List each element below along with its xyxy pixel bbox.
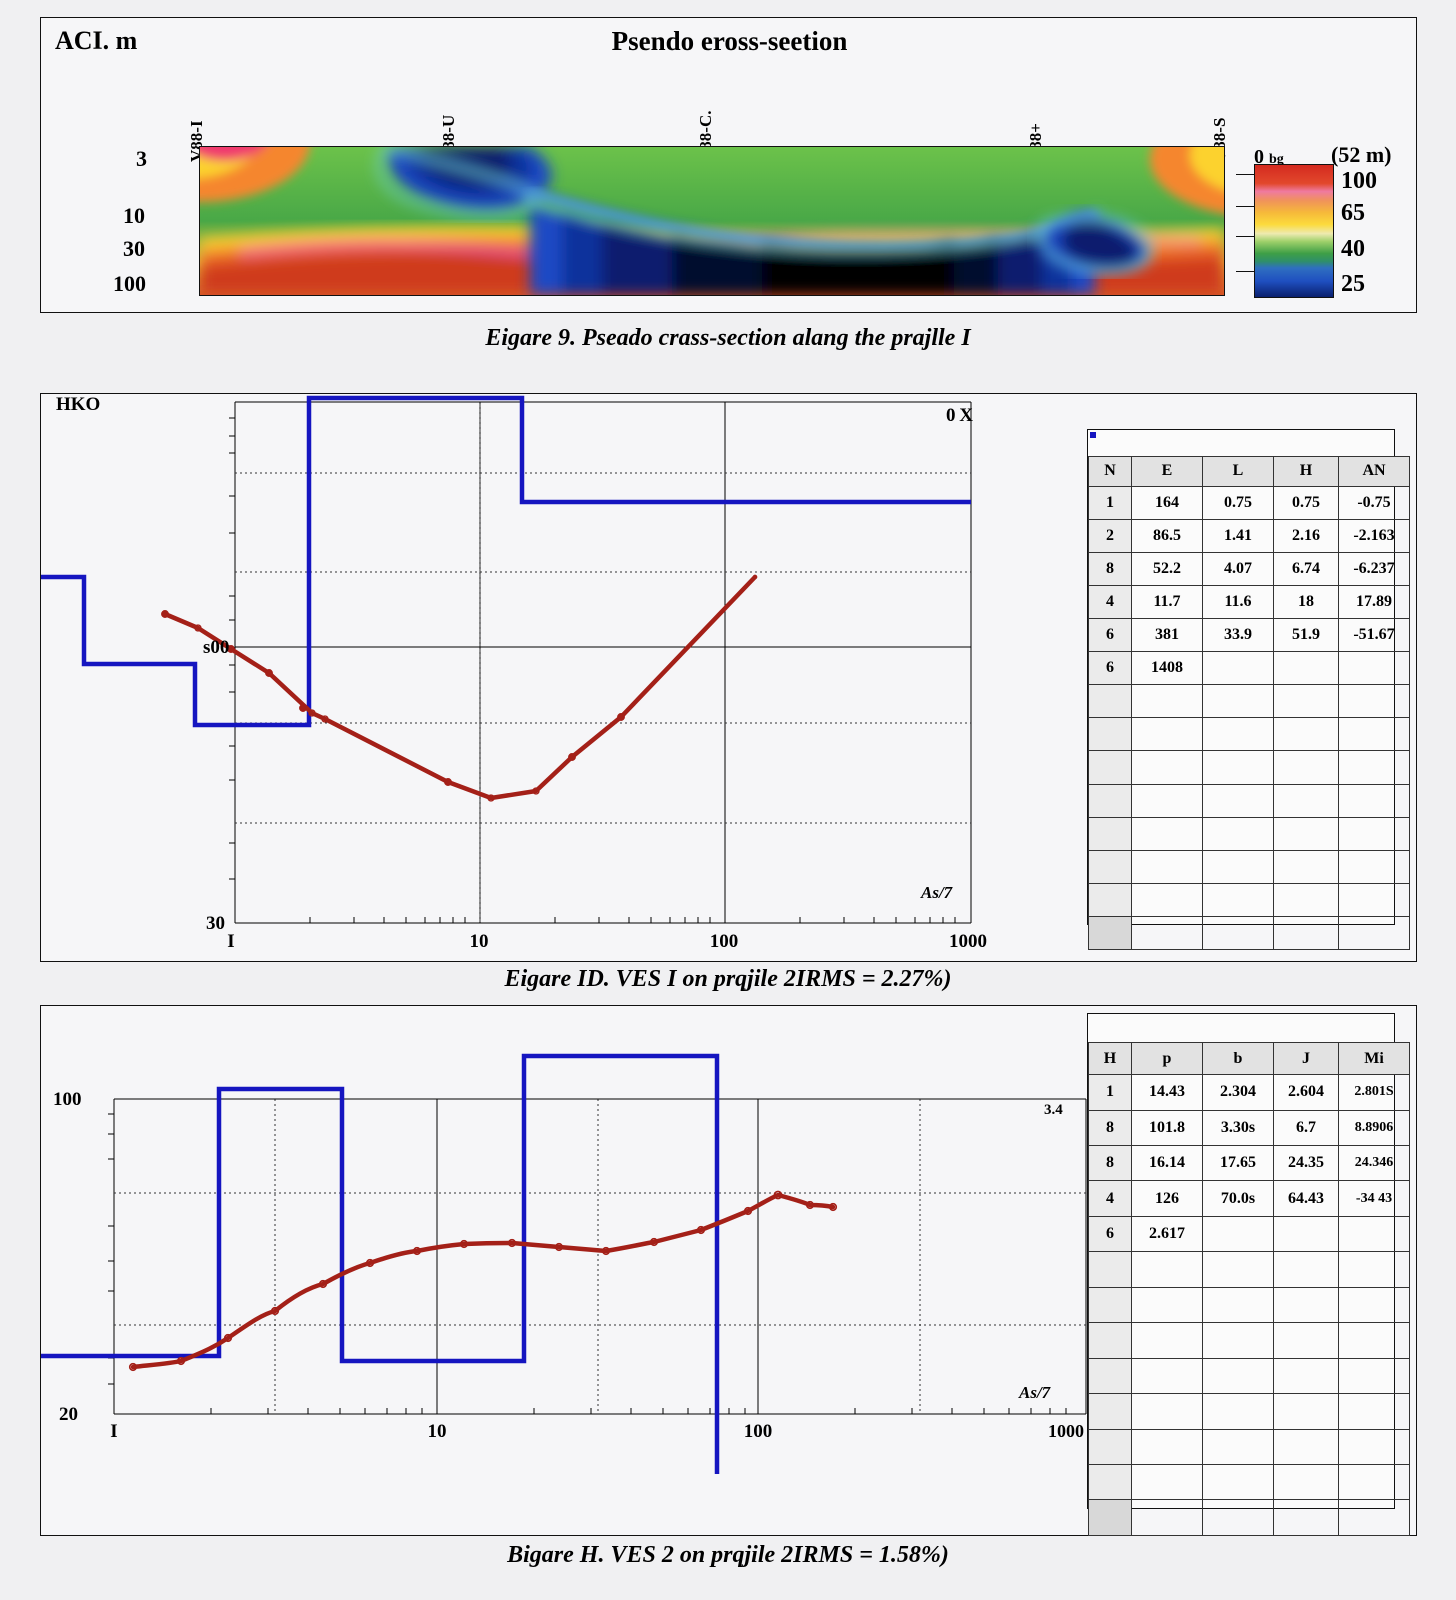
svg-text:100: 100 bbox=[744, 1421, 773, 1442]
svg-text:100: 100 bbox=[710, 931, 739, 952]
svg-text:100: 100 bbox=[53, 1089, 82, 1110]
svg-text:I: I bbox=[227, 931, 234, 952]
svg-text:s00: s00 bbox=[203, 637, 229, 658]
svg-text:Aѕ/7: Aѕ/7 bbox=[1018, 1383, 1052, 1402]
svg-text:30: 30 bbox=[206, 913, 225, 934]
svg-text:1000: 1000 bbox=[1048, 1421, 1084, 1441]
svg-text:0 X: 0 X bbox=[946, 405, 973, 426]
svg-text:3.4: 3.4 bbox=[1044, 1102, 1063, 1118]
svg-text:HKO: HKO bbox=[56, 394, 100, 415]
svg-text:Aѕ/7: Aѕ/7 bbox=[920, 883, 954, 902]
svg-text:10: 10 bbox=[470, 931, 489, 952]
svg-text:20: 20 bbox=[59, 1404, 78, 1425]
svg-text:10: 10 bbox=[428, 1421, 447, 1442]
svg-text:I: I bbox=[110, 1421, 117, 1442]
svg-text:1000: 1000 bbox=[949, 931, 987, 952]
